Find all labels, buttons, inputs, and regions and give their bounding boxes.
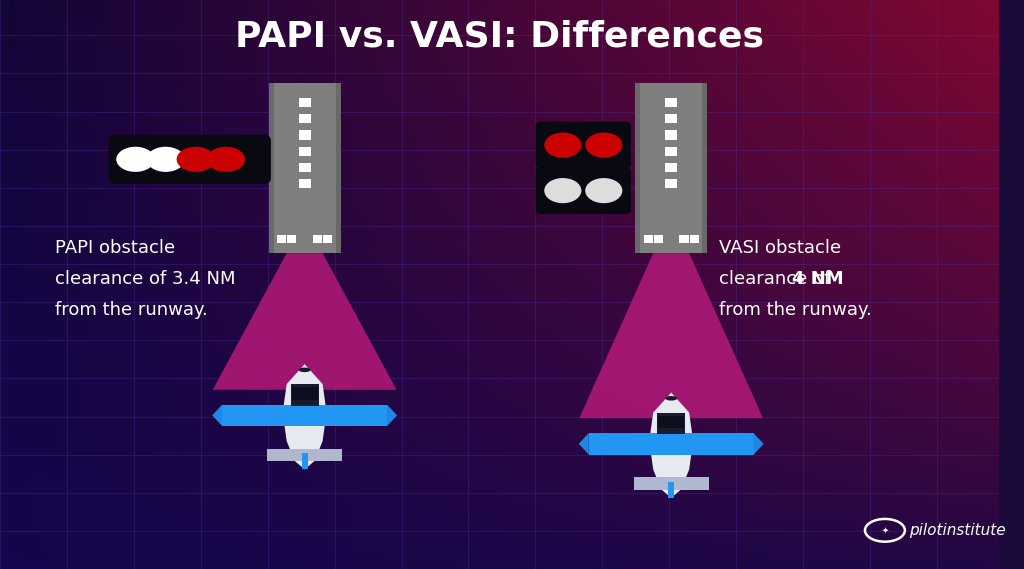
Bar	[653, 235, 663, 243]
Bar	[657, 413, 685, 434]
Bar	[268, 83, 341, 253]
Bar	[702, 83, 708, 253]
Text: from the runway.: from the runway.	[55, 301, 208, 319]
Bar	[635, 83, 640, 253]
Polygon shape	[579, 433, 589, 455]
Ellipse shape	[585, 178, 623, 203]
Bar	[666, 98, 677, 108]
Text: clearance of 3.4 NM: clearance of 3.4 NM	[55, 270, 236, 288]
Bar	[666, 114, 677, 123]
Ellipse shape	[544, 133, 582, 158]
Polygon shape	[213, 253, 396, 390]
Bar	[643, 235, 653, 243]
Bar	[689, 235, 698, 243]
Bar	[635, 83, 708, 253]
Bar	[299, 179, 310, 188]
Ellipse shape	[146, 147, 184, 172]
Bar	[313, 235, 323, 243]
Bar	[268, 83, 273, 253]
Bar	[222, 405, 387, 426]
Ellipse shape	[544, 178, 582, 203]
Ellipse shape	[666, 396, 677, 401]
Bar	[589, 433, 754, 455]
Bar	[299, 130, 310, 139]
Text: PAPI vs. VASI: Differences: PAPI vs. VASI: Differences	[234, 20, 764, 54]
Bar	[299, 98, 310, 108]
Text: 4 NM: 4 NM	[792, 270, 844, 288]
Bar	[299, 147, 310, 156]
Bar	[267, 449, 342, 461]
Bar	[680, 235, 689, 243]
Bar	[666, 147, 677, 156]
Text: pilotinstitute: pilotinstitute	[909, 523, 1006, 538]
Bar	[666, 179, 677, 188]
Bar	[658, 416, 684, 428]
Bar	[276, 235, 287, 243]
FancyBboxPatch shape	[537, 122, 630, 168]
Text: PAPI obstacle: PAPI obstacle	[55, 238, 175, 257]
Text: clearance of: clearance of	[719, 270, 837, 288]
Polygon shape	[649, 393, 693, 498]
Polygon shape	[580, 253, 763, 418]
Bar	[669, 482, 674, 498]
Ellipse shape	[207, 147, 245, 172]
Bar	[336, 83, 341, 253]
FancyBboxPatch shape	[110, 135, 270, 183]
Polygon shape	[387, 405, 397, 426]
Text: VASI obstacle: VASI obstacle	[719, 238, 842, 257]
Bar	[287, 235, 296, 243]
Ellipse shape	[299, 368, 310, 372]
Ellipse shape	[176, 147, 215, 172]
Bar	[299, 114, 310, 123]
Bar	[323, 235, 333, 243]
Text: ✦: ✦	[882, 526, 889, 535]
Bar	[291, 384, 318, 406]
Ellipse shape	[585, 133, 623, 158]
Bar	[666, 130, 677, 139]
Bar	[292, 387, 317, 400]
Text: from the runway.: from the runway.	[719, 301, 871, 319]
Polygon shape	[212, 405, 222, 426]
Polygon shape	[754, 433, 764, 455]
Bar	[666, 163, 677, 172]
Polygon shape	[283, 364, 327, 469]
Ellipse shape	[117, 147, 155, 172]
FancyBboxPatch shape	[537, 168, 630, 213]
Bar	[634, 477, 709, 490]
Bar	[302, 453, 307, 469]
Bar	[299, 163, 310, 172]
